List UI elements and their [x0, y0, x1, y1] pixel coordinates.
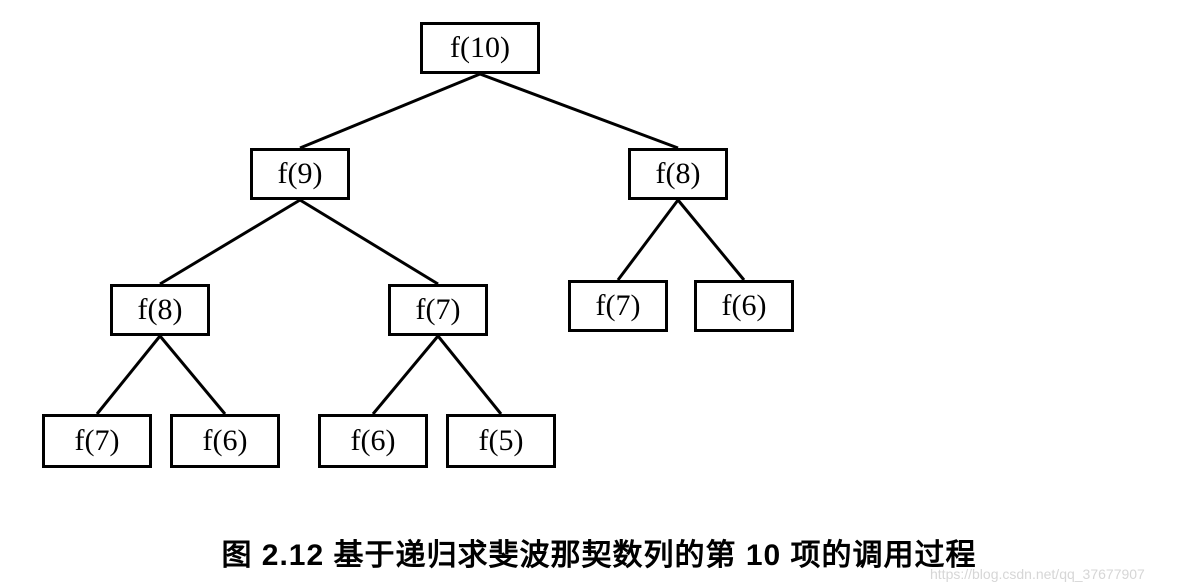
tree-node: f(7): [388, 284, 488, 336]
tree-node: f(6): [318, 414, 428, 468]
tree-edge: [300, 74, 480, 148]
tree-node: f(8): [628, 148, 728, 200]
tree-edge: [438, 336, 501, 414]
tree-edge: [300, 200, 438, 284]
tree-edge: [678, 200, 744, 280]
tree-node: f(7): [568, 280, 668, 332]
tree-edge: [97, 336, 160, 414]
tree-edge: [618, 200, 678, 280]
tree-node: f(7): [42, 414, 152, 468]
tree-node: f(5): [446, 414, 556, 468]
tree-node: f(6): [170, 414, 280, 468]
tree-edge: [480, 74, 678, 148]
tree-edge: [373, 336, 438, 414]
tree-edge: [160, 336, 225, 414]
watermark-text: https://blog.csdn.net/qq_37677907: [930, 566, 1145, 582]
tree-node: f(9): [250, 148, 350, 200]
tree-edge: [160, 200, 300, 284]
tree-node: f(8): [110, 284, 210, 336]
tree-node: f(6): [694, 280, 794, 332]
tree-node: f(10): [420, 22, 540, 74]
